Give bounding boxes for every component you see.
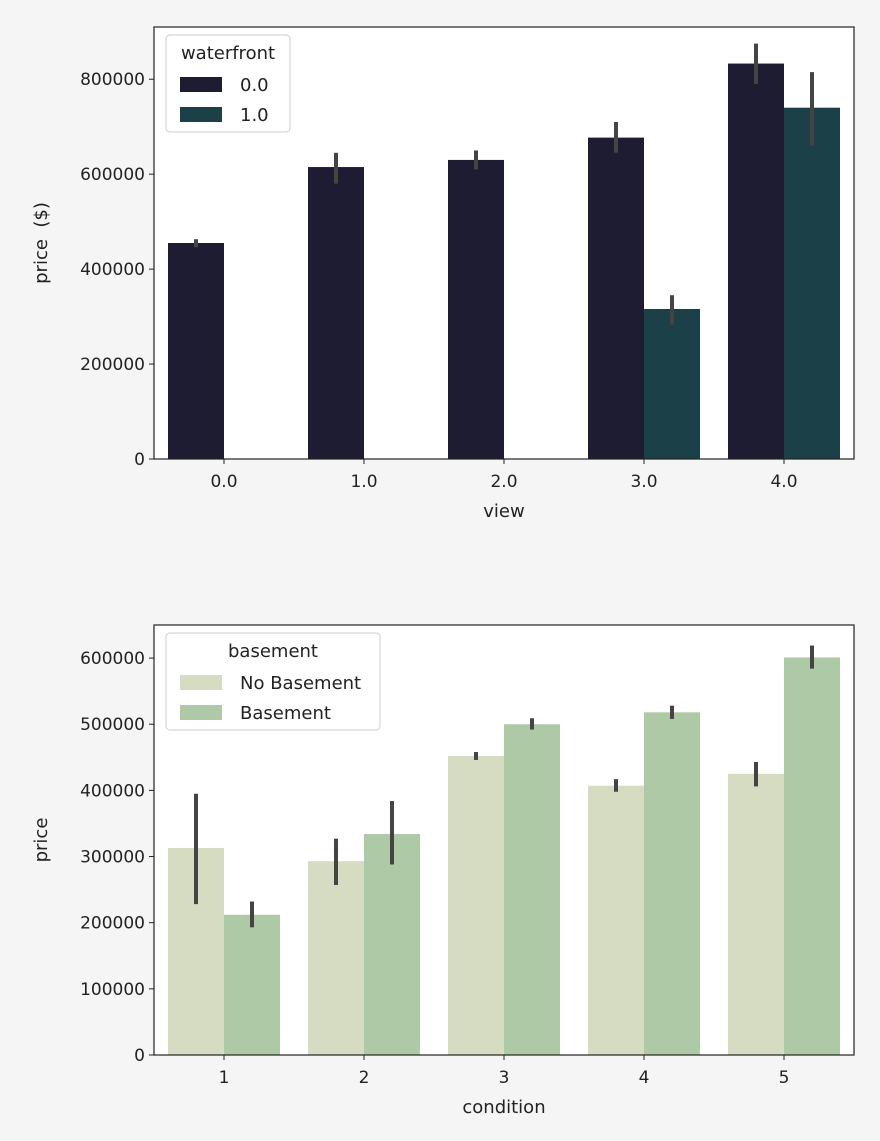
- y-tick-label: 800000: [80, 70, 145, 90]
- bar-0-0-3: [588, 137, 644, 459]
- x-axis-label: view: [483, 501, 524, 522]
- bar-basement-4: [784, 657, 840, 1055]
- bar-0-0-1: [308, 167, 364, 460]
- x-tick-label: 1.0: [350, 472, 377, 492]
- x-tick-label: 4: [639, 1068, 650, 1088]
- bar-no-basement-1: [308, 861, 364, 1055]
- bar-0-0-2: [448, 159, 504, 459]
- x-axis-label: condition: [462, 1097, 545, 1118]
- x-tick-label: 3: [499, 1068, 510, 1088]
- legend-swatch-1: [180, 705, 222, 720]
- chart-price-by-view: 0 200000 400000 600000 800000 0.0 1.0 2.0 3.0 4.0…: [31, 26, 855, 522]
- y-tick-label: 500000: [80, 715, 145, 735]
- legend-title: waterfront: [181, 43, 275, 64]
- y-tick-label: 0: [134, 450, 145, 470]
- y-tick-label: 600000: [80, 165, 145, 185]
- chart-price-by-condition: 0 100000 200000 300000 400000 500000 600000 1 2 3…: [31, 624, 855, 1118]
- legend-title: basement: [228, 641, 318, 662]
- legend-label-0: No Basement: [240, 673, 361, 694]
- x-tick-label: 1: [219, 1068, 230, 1088]
- bar-0-0-4: [728, 63, 784, 460]
- x-tick-label: 2: [359, 1068, 370, 1088]
- x-tick-label: 3.0: [630, 472, 657, 492]
- x-tick-label: 2.0: [490, 472, 517, 492]
- bar-basement-3: [644, 712, 700, 1055]
- y-axis-label: price: [31, 818, 52, 863]
- bar-no-basement-3: [588, 785, 644, 1055]
- y-tick-label: 100000: [80, 980, 145, 1000]
- legend-label-1: 1.0: [240, 105, 269, 126]
- x-tick-label: 0.0: [210, 472, 237, 492]
- x-tick-label: 5: [779, 1068, 790, 1088]
- y-tick-label: 600000: [80, 649, 145, 669]
- bar-basement-1: [364, 834, 420, 1055]
- y-tick-label: 0: [134, 1046, 145, 1066]
- bar-no-basement-2: [448, 755, 504, 1055]
- bar-0-0-0: [168, 243, 224, 459]
- y-tick-label: 300000: [80, 848, 145, 868]
- legend-label-1: Basement: [240, 703, 331, 724]
- y-tick-label: 200000: [80, 914, 145, 934]
- legend-swatch-0: [180, 675, 222, 690]
- bar-basement-2: [504, 724, 560, 1055]
- y-tick-label: 400000: [80, 781, 145, 801]
- bar-no-basement-4: [728, 773, 784, 1055]
- legend-label-0: 0.0: [240, 75, 269, 96]
- y-tick-label: 200000: [80, 355, 145, 375]
- x-tick-label: 4.0: [770, 472, 797, 492]
- bar-basement-0: [224, 914, 280, 1055]
- legend-swatch-0: [180, 77, 222, 92]
- y-axis-label: price ($): [31, 202, 52, 284]
- bar-1-0-3: [644, 308, 700, 459]
- legend-swatch-1: [180, 107, 222, 122]
- y-tick-label: 400000: [80, 260, 145, 280]
- bar-1-0-4: [784, 107, 840, 459]
